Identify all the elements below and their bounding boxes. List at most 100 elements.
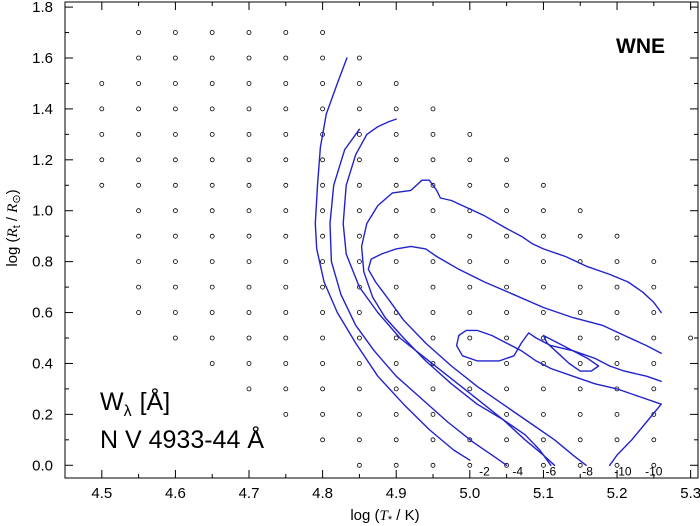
model-point (356, 437, 362, 443)
model-point (320, 182, 326, 188)
model-point (430, 157, 436, 163)
model-point (651, 361, 657, 366)
model-point (246, 386, 252, 392)
model-point (393, 182, 399, 188)
model-point (467, 259, 473, 265)
model-point (246, 310, 252, 315)
model-point (430, 335, 436, 341)
model-point (504, 437, 510, 443)
model-point (393, 361, 399, 366)
model-point (614, 310, 620, 315)
contour-line (329, 128, 508, 466)
model-point (467, 157, 473, 163)
model-point (209, 310, 215, 315)
model-point (504, 208, 510, 214)
model-point (246, 157, 252, 163)
model-point (467, 182, 473, 188)
quantity-label: Wλ [Å] (100, 386, 170, 420)
model-point (172, 81, 178, 86)
model-point (99, 157, 105, 163)
y-axis-title: log (Rt / R⊙) (4, 189, 23, 266)
model-point (136, 182, 142, 188)
model-point (614, 284, 620, 290)
model-point (172, 106, 178, 112)
contour-label: -4 (512, 465, 523, 479)
model-point (688, 335, 693, 341)
model-point (577, 361, 583, 366)
model-point (356, 233, 362, 239)
model-point (541, 386, 546, 392)
model-point (136, 233, 142, 239)
y-tick-label: 0.0 (32, 457, 53, 474)
model-point (651, 335, 657, 341)
x-tick-label: 4.8 (312, 485, 333, 502)
model-point (393, 131, 399, 137)
model-point (320, 335, 326, 341)
model-point (283, 284, 289, 290)
model-point (136, 157, 142, 163)
model-point (99, 182, 105, 188)
model-point (246, 30, 252, 35)
model-point (541, 259, 546, 265)
model-point (172, 259, 178, 265)
model-point (356, 55, 362, 61)
wne-badge: WNE (616, 35, 665, 58)
model-point (136, 259, 142, 265)
model-point (209, 30, 215, 35)
model-point (209, 157, 215, 163)
model-point (577, 233, 583, 239)
model-point (246, 208, 252, 214)
model-point (136, 30, 142, 35)
x-tick-label: 4.6 (165, 485, 186, 502)
model-point (393, 335, 399, 341)
model-point (356, 310, 362, 315)
model-point (393, 284, 399, 290)
model-point (504, 284, 510, 290)
y-tick-label: 0.4 (32, 355, 53, 372)
contour-line (314, 57, 471, 461)
model-point (356, 386, 362, 392)
model-point (356, 182, 362, 188)
model-point (136, 131, 142, 137)
model-point (430, 106, 436, 112)
model-point (541, 437, 546, 443)
model-point (467, 335, 473, 341)
x-tick-label: 5.3 (680, 485, 700, 502)
model-point (172, 131, 178, 137)
model-point (504, 233, 510, 239)
model-point (504, 335, 510, 341)
model-point (467, 284, 473, 290)
model-point (614, 335, 620, 341)
model-point (356, 361, 362, 366)
model-point (99, 81, 105, 86)
model-point (467, 361, 473, 366)
model-point (541, 233, 546, 239)
y-tick-label: 1.0 (32, 203, 53, 220)
model-point (283, 310, 289, 315)
x-axis-title: log (T* / K) (350, 507, 419, 526)
model-point (209, 55, 215, 61)
model-point (172, 30, 178, 35)
model-point (283, 233, 289, 239)
contour-line (342, 118, 556, 466)
contour-line (367, 245, 662, 466)
model-point (651, 284, 657, 290)
model-point (136, 81, 142, 86)
model-point (504, 462, 510, 468)
model-point (651, 437, 657, 443)
y-tick-label: 1.4 (32, 101, 53, 118)
model-point (393, 208, 399, 214)
model-point (320, 208, 326, 214)
model-point (504, 259, 510, 265)
y-tick-label: 1.6 (32, 50, 53, 67)
model-point (430, 361, 436, 366)
x-tick-label: 4.9 (386, 485, 407, 502)
contour-line (542, 334, 600, 372)
model-point (356, 284, 362, 290)
model-point (320, 361, 326, 366)
contour-line (360, 179, 662, 466)
model-point (172, 284, 178, 290)
contour-label: -2 (479, 465, 490, 479)
model-point (209, 208, 215, 214)
